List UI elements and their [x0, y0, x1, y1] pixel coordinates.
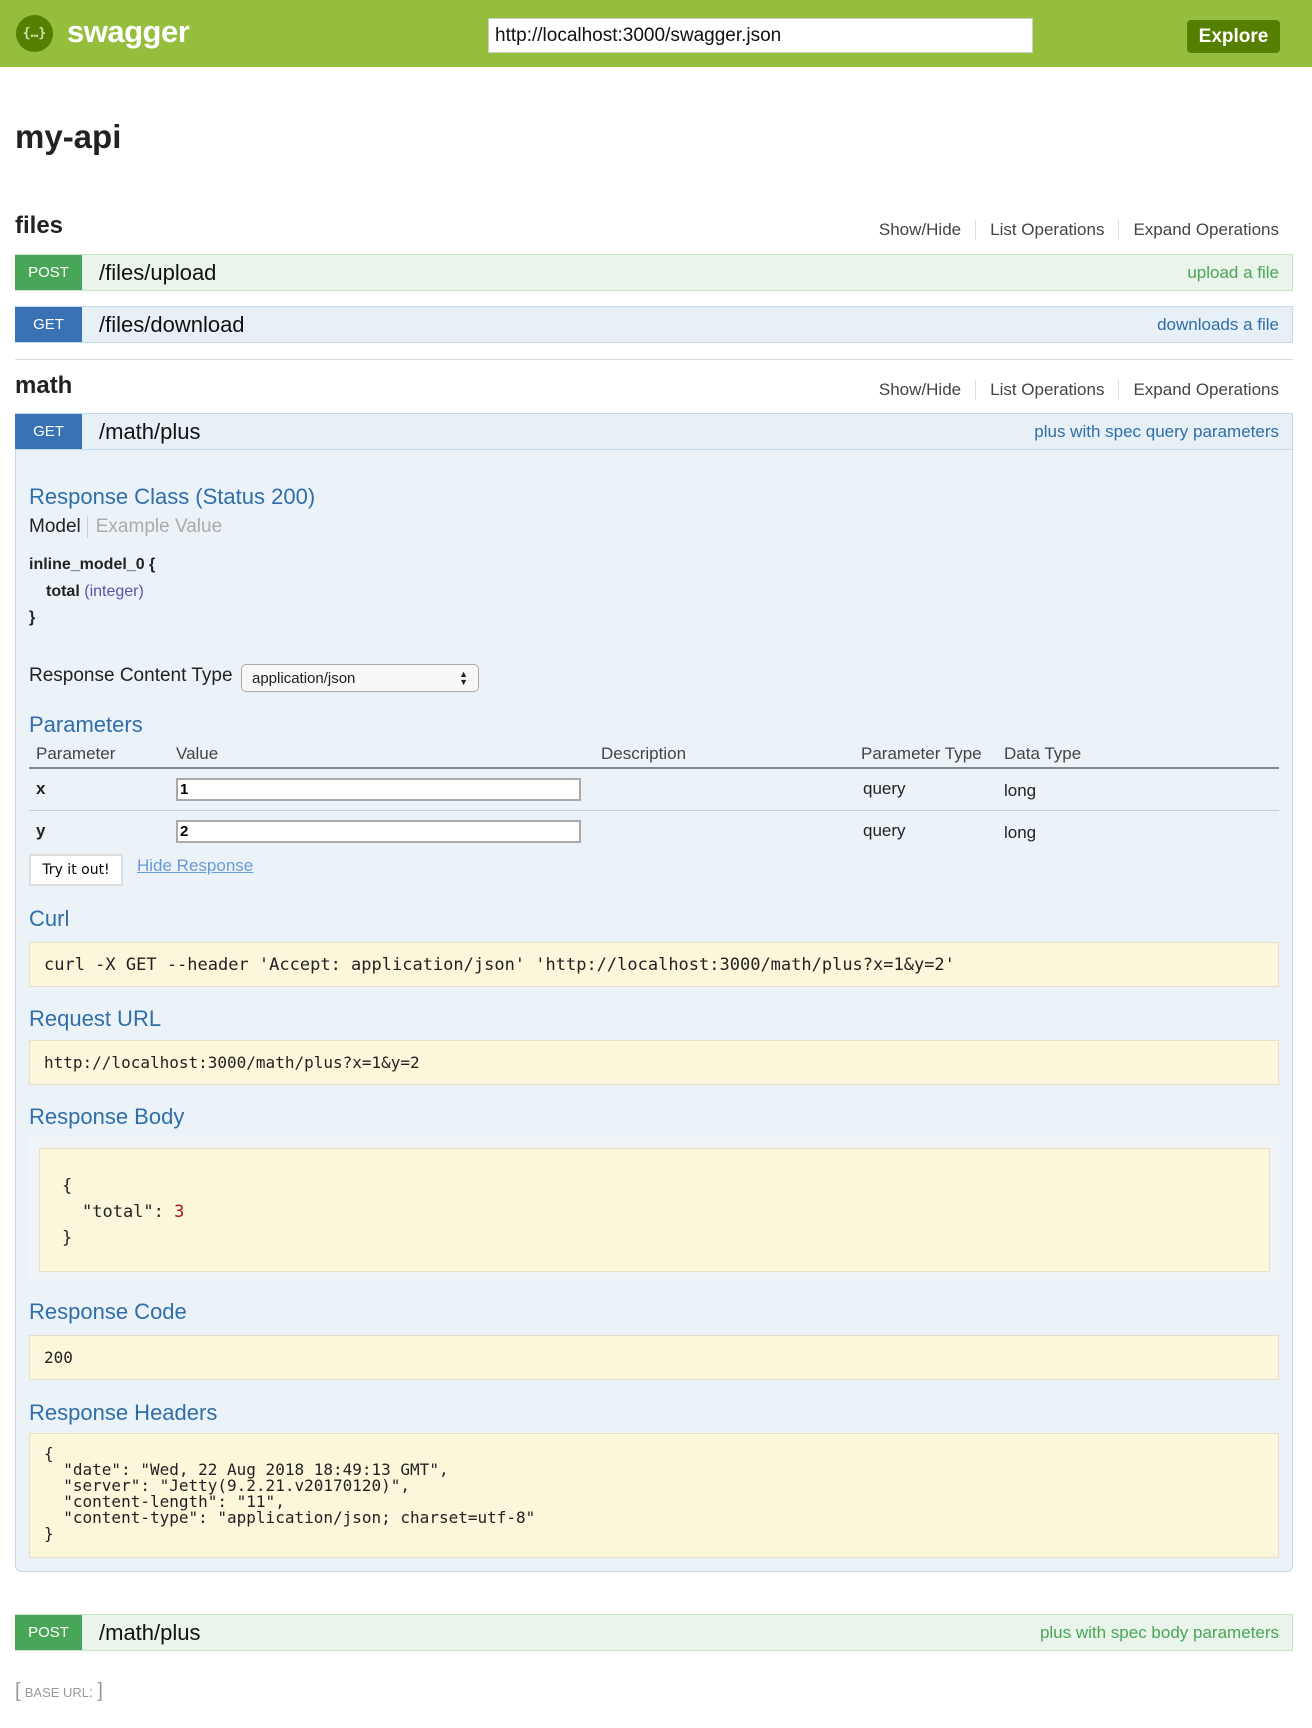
- try-it-out-button[interactable]: Try it out!: [29, 854, 123, 886]
- response-body: { "total": 3 }: [39, 1148, 1270, 1272]
- operation-summary[interactable]: plus with spec query parameters: [1034, 421, 1279, 441]
- model-tabs: Model Example Value: [29, 516, 222, 538]
- content-type-label: Response Content Type: [29, 665, 233, 686]
- operation-detail-panel: [15, 448, 1293, 1572]
- show-hide-link[interactable]: Show/Hide: [865, 380, 977, 400]
- operation-summary[interactable]: downloads a file: [1157, 314, 1279, 334]
- row-divider: [29, 810, 1279, 811]
- explore-button[interactable]: Explore: [1187, 20, 1280, 53]
- column-parameter-type: Parameter Type: [861, 744, 982, 763]
- section-divider: [15, 359, 1293, 360]
- response-headers-title: Response Headers: [29, 1400, 218, 1425]
- base-url-label: BASE URL: [24, 1685, 90, 1700]
- param-name-x: x: [36, 779, 46, 798]
- curl-box: curl -X GET --header 'Accept: applicatio…: [29, 942, 1279, 987]
- tab-example-value[interactable]: Example Value: [95, 516, 223, 537]
- curl-title: Curl: [29, 906, 70, 931]
- column-parameter: Parameter: [36, 744, 116, 763]
- method-badge: POST: [15, 1615, 82, 1650]
- operation-path[interactable]: /math/plus: [99, 1619, 201, 1645]
- request-url-title: Request URL: [29, 1006, 162, 1031]
- operation-summary[interactable]: plus with spec body parameters: [1039, 1622, 1279, 1642]
- model-close: }: [29, 609, 36, 626]
- table-header-rule: [29, 767, 1279, 769]
- param-type: query: [863, 821, 906, 840]
- param-x-input[interactable]: [176, 778, 581, 801]
- method-badge: POST: [15, 255, 82, 290]
- section-links-math: Show/Hide List Operations Expand Operati…: [865, 380, 1279, 400]
- spec-url-input[interactable]: [488, 18, 1033, 53]
- response-body-title: Response Body: [29, 1104, 185, 1129]
- list-operations-link[interactable]: List Operations: [976, 220, 1120, 240]
- expand-operations-link[interactable]: Expand Operations: [1133, 380, 1279, 399]
- parameters-title: Parameters: [29, 712, 143, 737]
- list-operations-link[interactable]: List Operations: [976, 380, 1120, 400]
- content-type-value: application/json: [252, 670, 356, 687]
- column-data-type: Data Type: [1004, 744, 1082, 763]
- curl-command: curl -X GET --header 'Accept: applicatio…: [44, 954, 955, 975]
- tab-model[interactable]: Model: [29, 516, 88, 538]
- page-title: my-api: [15, 118, 122, 155]
- operation-post-math-plus[interactable]: POST /math/plus plus with spec body para…: [15, 1614, 1293, 1651]
- operation-post-files-upload[interactable]: POST /files/upload upload a file: [15, 254, 1293, 291]
- response-headers: { "date": "Wed, 22 Aug 2018 18:49:13 GMT…: [44, 1444, 536, 1543]
- section-title-math[interactable]: math: [15, 372, 73, 399]
- response-code-box: 200: [29, 1335, 1279, 1380]
- field-type: (integer): [84, 583, 144, 600]
- column-value: Value: [176, 744, 219, 763]
- content-type-select[interactable]: application/json ▲ ▼: [241, 664, 479, 692]
- base-url: [ BASE URL: ]: [15, 1680, 103, 1702]
- operation-get-files-download[interactable]: GET /files/download downloads a file: [15, 306, 1293, 343]
- operation-path[interactable]: /math/plus: [99, 418, 201, 444]
- field-name: total: [46, 583, 80, 600]
- operation-path[interactable]: /files/download: [99, 311, 245, 337]
- response-class-title: Response Class (Status 200): [29, 484, 316, 509]
- response-code: 200: [44, 1348, 73, 1367]
- body-open: {: [62, 1176, 73, 1196]
- param-name-y: y: [36, 821, 46, 840]
- request-url: http://localhost:3000/math/plus?x=1&y=2: [44, 1053, 420, 1072]
- method-badge: GET: [15, 414, 82, 449]
- hide-response-link[interactable]: Hide Response: [137, 856, 254, 875]
- param-type: query: [863, 779, 906, 798]
- body-entry: "total": 3: [62, 1199, 1247, 1225]
- model-field: total (integer): [46, 583, 144, 601]
- section-title-files[interactable]: files: [15, 212, 64, 239]
- brand-name: swagger: [67, 14, 190, 49]
- column-description: Description: [601, 744, 687, 763]
- body-close: }: [62, 1228, 73, 1248]
- param-data-type: long: [1004, 781, 1037, 800]
- body-value: 3: [174, 1202, 185, 1222]
- swagger-logo-icon: {…}: [16, 15, 53, 52]
- request-url-box: http://localhost:3000/math/plus?x=1&y=2: [29, 1040, 1279, 1085]
- param-data-type: long: [1004, 823, 1037, 842]
- method-badge: GET: [15, 307, 82, 342]
- show-hide-link[interactable]: Show/Hide: [865, 220, 977, 240]
- expand-operations-link[interactable]: Expand Operations: [1133, 220, 1279, 239]
- operation-path[interactable]: /files/upload: [99, 259, 217, 285]
- operation-get-math-plus[interactable]: GET /math/plus plus with spec query para…: [15, 413, 1293, 450]
- response-code-title: Response Code: [29, 1299, 187, 1324]
- operation-summary[interactable]: upload a file: [1187, 262, 1279, 282]
- body-key: "total":: [82, 1202, 175, 1222]
- model-name: inline_model_0 {: [29, 556, 156, 573]
- select-arrows-icon: ▲ ▼: [459, 669, 468, 687]
- section-links-files: Show/Hide List Operations Expand Operati…: [865, 220, 1279, 240]
- response-headers-box: { "date": "Wed, 22 Aug 2018 18:49:13 GMT…: [29, 1433, 1279, 1558]
- param-y-input[interactable]: [176, 820, 581, 843]
